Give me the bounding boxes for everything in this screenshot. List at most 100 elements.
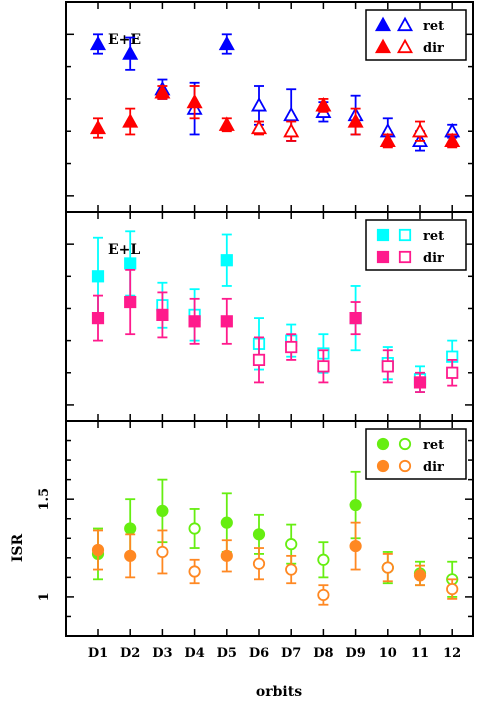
data-point xyxy=(317,553,330,566)
data-point xyxy=(122,45,139,60)
x-tick-label: D5 xyxy=(217,646,237,661)
data-point xyxy=(349,498,362,512)
legend-marker-open xyxy=(396,38,414,54)
data-point xyxy=(91,312,105,325)
x-tick-label: 11 xyxy=(411,646,429,661)
data-point xyxy=(446,582,459,596)
legend-label: dir xyxy=(423,251,444,266)
legend-label: dir xyxy=(423,41,444,56)
legend-label: ret xyxy=(423,19,444,34)
series-dir xyxy=(91,268,459,393)
x-tick-label: D6 xyxy=(249,646,269,661)
x-tick-label: D8 xyxy=(313,646,333,661)
legend-marker-filled xyxy=(376,250,390,264)
data-point xyxy=(252,353,266,367)
data-point xyxy=(317,360,330,373)
series-dir xyxy=(89,84,461,149)
data-point xyxy=(218,116,235,131)
y-axis-label: ISR xyxy=(10,533,26,562)
data-point xyxy=(188,522,201,535)
data-point xyxy=(252,528,266,541)
data-point xyxy=(220,516,233,529)
data-point xyxy=(91,270,105,283)
y-tick-label: 1.5 xyxy=(37,488,52,511)
data-point xyxy=(444,132,461,148)
data-point xyxy=(283,106,300,122)
panel-label: E+L xyxy=(108,242,140,258)
data-point xyxy=(220,549,233,562)
data-point xyxy=(285,563,298,576)
data-point xyxy=(349,312,362,325)
legend-marker-filled xyxy=(374,38,392,54)
data-point xyxy=(156,504,169,518)
panel-2: E+L ret dir xyxy=(65,211,474,422)
data-point xyxy=(413,376,427,389)
data-point xyxy=(411,122,429,138)
data-point xyxy=(379,132,396,148)
data-point xyxy=(124,549,137,562)
data-point xyxy=(220,254,233,267)
legend-marker-open xyxy=(398,250,412,264)
legend: ret dir xyxy=(365,9,467,61)
data-point xyxy=(315,97,332,112)
legend: ret dir xyxy=(365,428,467,480)
data-point xyxy=(186,93,203,109)
series-dir xyxy=(91,521,459,606)
x-tick-label: 12 xyxy=(443,646,461,661)
x-tick-label: D4 xyxy=(184,646,204,661)
x-tick-label: D1 xyxy=(88,646,108,661)
data-point xyxy=(285,538,298,551)
legend-label: dir xyxy=(423,460,444,475)
data-point xyxy=(124,257,137,270)
data-point xyxy=(381,360,394,373)
data-point xyxy=(252,557,266,570)
data-point xyxy=(349,539,362,553)
x-tick-label: D7 xyxy=(281,646,301,661)
x-tick-label: D2 xyxy=(120,646,140,661)
data-point xyxy=(413,569,427,582)
data-point xyxy=(250,97,268,112)
panel-3: 1 1.5 ret dir xyxy=(37,420,474,637)
data-point xyxy=(381,561,394,574)
data-point xyxy=(89,119,107,135)
data-point xyxy=(317,588,330,602)
data-point xyxy=(283,122,300,138)
data-point xyxy=(285,340,298,354)
legend-marker-filled xyxy=(376,437,390,451)
data-point xyxy=(156,545,169,559)
data-point xyxy=(347,113,364,128)
x-axis-label: orbits xyxy=(256,684,302,700)
legend-label: ret xyxy=(423,438,444,453)
y-tick-label: 1 xyxy=(37,592,52,601)
legend-marker-open xyxy=(398,228,412,242)
panel-label: E+E xyxy=(108,32,141,48)
data-point xyxy=(446,366,459,379)
data-point xyxy=(89,35,107,51)
legend-marker-filled xyxy=(376,228,390,242)
legend-marker-filled xyxy=(374,16,392,32)
data-point xyxy=(124,295,137,309)
legend-marker-open xyxy=(398,437,412,451)
x-tick-label: D3 xyxy=(152,646,172,661)
legend-label: ret xyxy=(423,229,444,244)
data-point xyxy=(156,308,169,321)
x-tick-label: D9 xyxy=(345,646,365,661)
data-point xyxy=(188,315,201,328)
data-point xyxy=(124,522,137,535)
panel-frame xyxy=(65,420,474,637)
data-point xyxy=(250,119,268,135)
data-point xyxy=(154,84,171,99)
data-point xyxy=(220,315,233,328)
legend: ret dir xyxy=(365,219,467,271)
legend-marker-open xyxy=(398,459,412,473)
data-point xyxy=(91,543,105,557)
x-tick-label: 10 xyxy=(379,646,397,661)
data-point xyxy=(122,113,139,128)
data-point xyxy=(188,565,201,578)
legend-marker-filled xyxy=(376,459,390,473)
data-point xyxy=(218,35,235,51)
panel-1: E+E ret dir xyxy=(65,1,474,213)
series-ret xyxy=(91,470,459,598)
legend-marker-open xyxy=(396,16,414,32)
